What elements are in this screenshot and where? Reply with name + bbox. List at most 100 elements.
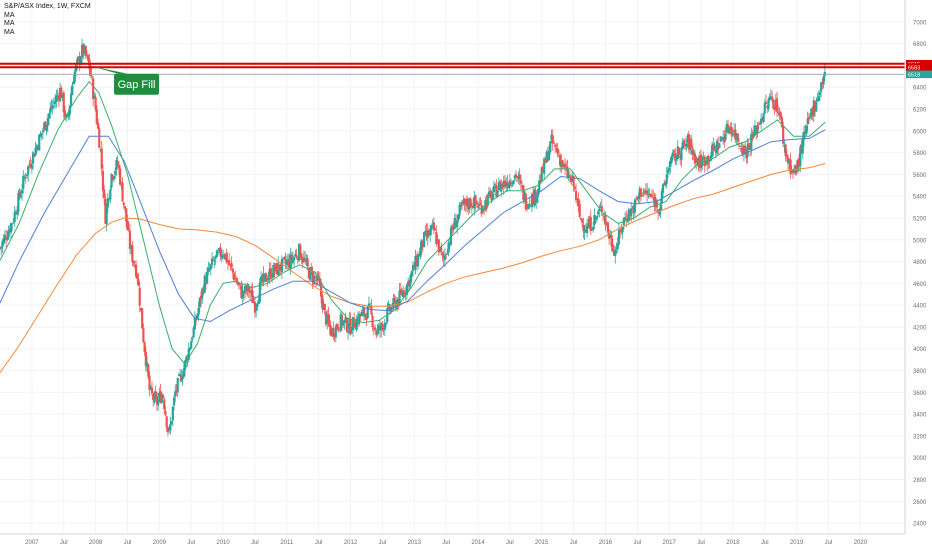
candle-body: [733, 129, 736, 132]
candle-body: [181, 377, 184, 380]
candle-body: [234, 278, 237, 280]
candle-body: [123, 206, 127, 209]
time-axis[interactable]: 2007 Jul 2008 Jul 2009 Jul 2010 Jul 2011 Jul 2012 J…: [0, 533, 905, 546]
candle-body: [299, 245, 302, 259]
candle-body: [560, 161, 563, 167]
candle-body: [214, 255, 217, 259]
candle-body: [628, 209, 632, 216]
candle-body: [513, 175, 516, 179]
price-tick-label: 5400: [913, 195, 927, 201]
candle-body: [198, 297, 201, 307]
candle-body: [442, 256, 445, 259]
candle-body: [714, 148, 717, 153]
candle-body: [14, 212, 18, 215]
candle-body: [353, 318, 356, 328]
candle-body: [207, 267, 210, 272]
candle-body: [413, 265, 416, 269]
candle-body: [527, 204, 530, 209]
candle-body: [780, 117, 784, 127]
candle-body: [409, 274, 412, 285]
candle-body: [576, 198, 579, 200]
candle-body: [333, 335, 336, 337]
candle-body: [729, 126, 732, 128]
candle-body: [382, 327, 385, 331]
price-tick-label: 6000: [913, 129, 927, 135]
candle-body: [165, 416, 168, 428]
candle-body: [811, 107, 814, 117]
candle-body: [429, 229, 432, 236]
price-tick-label: 4800: [913, 260, 927, 266]
candle-body: [744, 146, 747, 151]
ma-label-2: MA: [4, 20, 15, 27]
candle-body: [305, 259, 308, 262]
candle-body: [121, 182, 124, 202]
candle-body: [745, 150, 748, 159]
time-tick-label: 2012: [344, 540, 358, 546]
candle-body: [445, 253, 448, 255]
time-tick-label: 2016: [599, 540, 613, 546]
candle-body: [148, 375, 151, 391]
candle-body: [698, 156, 701, 169]
candle-body: [328, 320, 331, 328]
candle-body: [532, 193, 535, 205]
price-tick-label: 5600: [913, 173, 927, 179]
candle-body: [378, 325, 382, 330]
candle-body: [541, 166, 545, 172]
candle-body: [132, 260, 135, 264]
candle-body: [51, 105, 54, 108]
candle-body: [104, 199, 107, 224]
candle-body: [338, 330, 341, 332]
candle-body: [310, 267, 313, 271]
candle-body: [147, 364, 150, 377]
candle-body: [687, 133, 690, 149]
candle-body: [134, 264, 138, 277]
candle-body: [360, 311, 363, 317]
candle-body: [471, 205, 475, 209]
candle-body: [684, 144, 687, 147]
candle-body: [313, 276, 317, 278]
candle-body: [340, 314, 344, 326]
candle-body: [713, 146, 716, 148]
candle-body: [131, 245, 134, 262]
candle-body: [612, 249, 616, 256]
candle-body: [750, 133, 753, 150]
candle-body: [475, 202, 478, 205]
candle-body: [773, 108, 776, 111]
candle-body: [101, 170, 105, 191]
candle-body: [384, 323, 388, 325]
candle-body: [600, 206, 603, 212]
candle-body: [470, 205, 473, 207]
candle-body: [652, 197, 655, 199]
candle-body: [157, 398, 160, 406]
candle-body: [17, 192, 20, 212]
candle-body: [690, 138, 693, 149]
candle-body: [557, 155, 560, 157]
candle-body: [253, 302, 257, 313]
time-tick-label: Jul: [124, 540, 132, 546]
candle-body: [177, 374, 181, 376]
symbol-title: S&P/ASX Index, 1W, FXCM: [4, 3, 91, 10]
candle-body: [76, 59, 79, 64]
candle-body: [422, 232, 426, 248]
candle-body: [194, 319, 198, 321]
candle-body: [272, 265, 275, 278]
candle-body: [128, 230, 132, 249]
price-tick-label: 3400: [913, 413, 927, 419]
time-tick-label: Jul: [570, 540, 578, 546]
candle-body: [414, 255, 417, 271]
price-axis[interactable]: 2400 2600 2800 3000 3200 3400 3600 3800 4000 4200…: [904, 0, 932, 534]
candle-body: [590, 229, 594, 231]
candle-body: [36, 146, 40, 149]
candle-body: [145, 362, 149, 367]
candle-body: [240, 285, 243, 299]
candle-body: [772, 99, 775, 109]
candle-body: [284, 259, 287, 264]
time-tick-label: 2017: [663, 540, 677, 546]
candle-body: [228, 260, 231, 265]
candle-body: [614, 249, 617, 257]
candle-body: [809, 116, 812, 118]
candle-body: [231, 268, 234, 273]
candle-body: [525, 208, 529, 209]
